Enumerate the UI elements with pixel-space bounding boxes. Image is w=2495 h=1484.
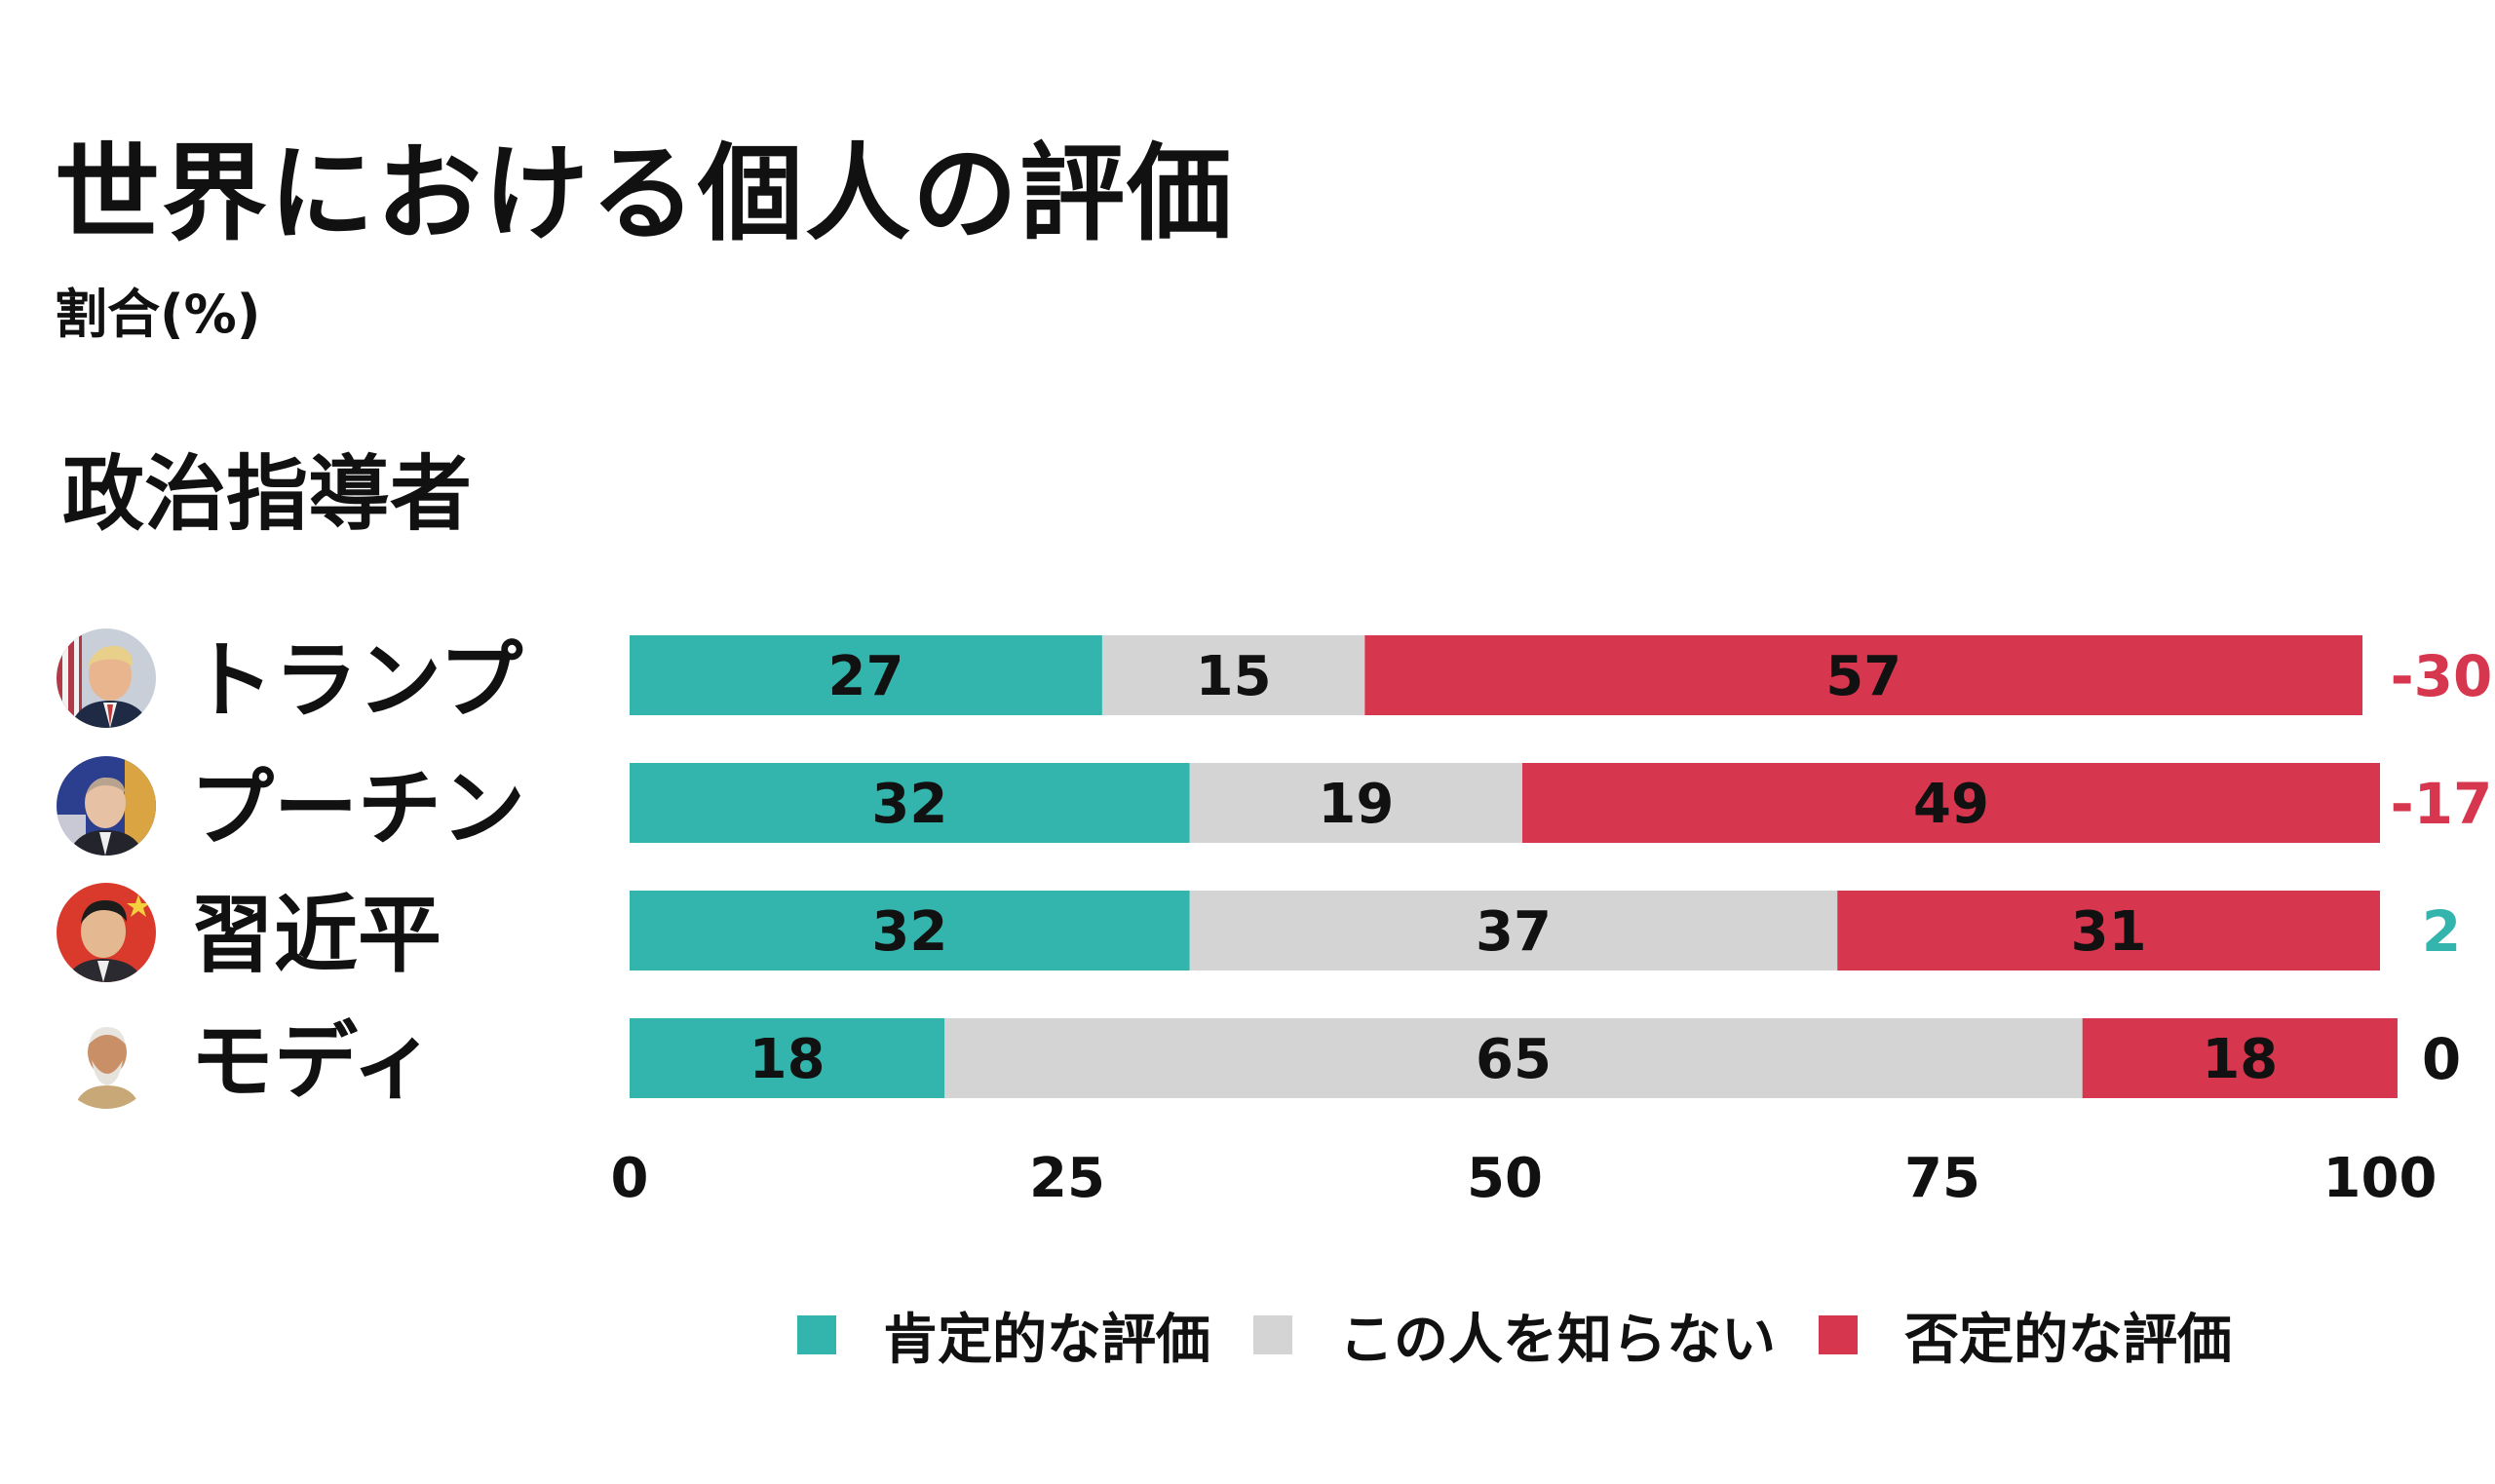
legend-label-positive: 肯定的な評価: [883, 1308, 1210, 1372]
legend-label-unknown: この人を知らない: [1339, 1308, 1776, 1372]
net-score-trump: -30: [2391, 643, 2493, 709]
bar-unknown-putin: [1189, 763, 1522, 843]
bar-label-negative-xi: 31: [2071, 900, 2147, 964]
modi-portrait-icon: [57, 1009, 156, 1109]
bar-label-unknown-modi: 65: [1476, 1028, 1552, 1091]
bar-negative-xi: [1837, 891, 2380, 970]
leader-name-putin: プーチン: [190, 760, 525, 857]
bar-unknown-xi: [1189, 891, 1838, 970]
legend-swatch-negative: [1819, 1315, 1858, 1354]
x-tick-50: 50: [1467, 1147, 1543, 1210]
bar-label-positive-xi: 32: [871, 900, 947, 964]
bar-label-positive-trump: 27: [827, 645, 903, 708]
chart-title: 世界における個人の評価: [55, 133, 1235, 255]
leader-name-trump: トランプ: [190, 632, 523, 730]
bar-positive-trump: [630, 635, 1102, 715]
bar-label-negative-trump: 57: [1825, 645, 1901, 708]
bar-label-unknown-xi: 37: [1476, 900, 1552, 964]
bar-label-positive-putin: 32: [871, 773, 947, 836]
section-title: 政治指導者: [62, 446, 473, 542]
net-score-putin: -17: [2391, 771, 2493, 837]
bar-positive-xi: [630, 891, 1190, 970]
legend-item-unknown: この人を知らない: [1253, 1296, 1776, 1375]
net-score-modi: 0: [2422, 1026, 2461, 1092]
bar-unknown-trump: [1101, 635, 1365, 715]
leader-name-modi: モディ: [190, 1013, 436, 1111]
bar-label-unknown-trump: 15: [1196, 645, 1272, 708]
bar-label-negative-putin: 49: [1913, 773, 1989, 836]
legend-item-negative: 否定的な評価: [1819, 1296, 2232, 1375]
legend-swatch-positive: [797, 1315, 836, 1354]
xi-portrait-icon: [57, 883, 156, 982]
bar-positive-modi: [630, 1018, 945, 1098]
bar-negative-putin: [1521, 763, 2380, 843]
x-tick-0: 0: [611, 1147, 649, 1210]
legend-label-negative: 否定的な評価: [1904, 1308, 2232, 1372]
bar-label-negative-modi: 18: [2202, 1028, 2278, 1091]
bar-label-unknown-putin: 19: [1318, 773, 1394, 836]
x-tick-25: 25: [1029, 1147, 1105, 1210]
bar-unknown-modi: [944, 1018, 2083, 1098]
net-score-xi: 2: [2422, 898, 2461, 965]
bar-positive-putin: [630, 763, 1190, 843]
bar-label-positive-modi: 18: [749, 1028, 825, 1091]
chart-subtitle: 割合(%): [55, 284, 261, 345]
bar-negative-trump: [1364, 635, 2363, 715]
x-tick-75: 75: [1904, 1147, 1980, 1210]
chart-legend: 肯定的な評価 この人を知らない 否定的な評価: [797, 1296, 2275, 1374]
leader-name-xi: 習近平: [190, 887, 441, 984]
legend-swatch-unknown: [1253, 1315, 1292, 1354]
bar-negative-modi: [2082, 1018, 2398, 1098]
x-tick-100: 100: [2323, 1147, 2437, 1210]
legend-item-positive: 肯定的な評価: [797, 1296, 1210, 1375]
